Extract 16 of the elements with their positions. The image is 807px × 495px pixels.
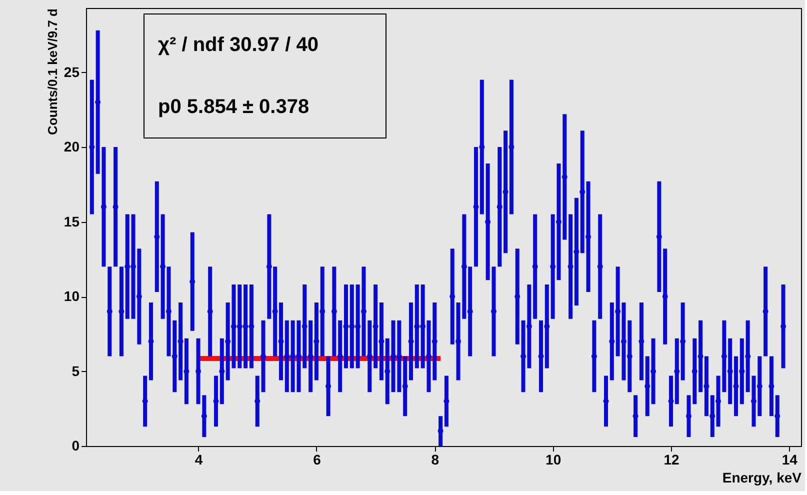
x-tick-label: 8 (431, 452, 440, 468)
x-tick-label: 10 (546, 452, 562, 468)
x-tick-label: 14 (782, 452, 798, 468)
x-tick-label: 4 (194, 452, 203, 468)
annotation: χ² / ndf 30.97 / 40 (158, 34, 318, 56)
y-axis-title: Counts/0.1 keV/9.7 d (44, 8, 60, 135)
y-tick-label: 10 (64, 288, 80, 304)
y-tick-label: 0 (72, 438, 80, 454)
y-tick-label: 5 (72, 362, 80, 379)
y-tick-label: 15 (64, 213, 80, 230)
x-axis-title: Energy, keV (722, 470, 802, 486)
annotation: p0 5.854 ± 0.378 (158, 96, 310, 118)
y-tick-label: 25 (64, 64, 80, 80)
y-tick-label: 20 (64, 138, 80, 155)
x-tick-label: 6 (313, 452, 322, 468)
x-tick-label: 12 (664, 452, 680, 468)
